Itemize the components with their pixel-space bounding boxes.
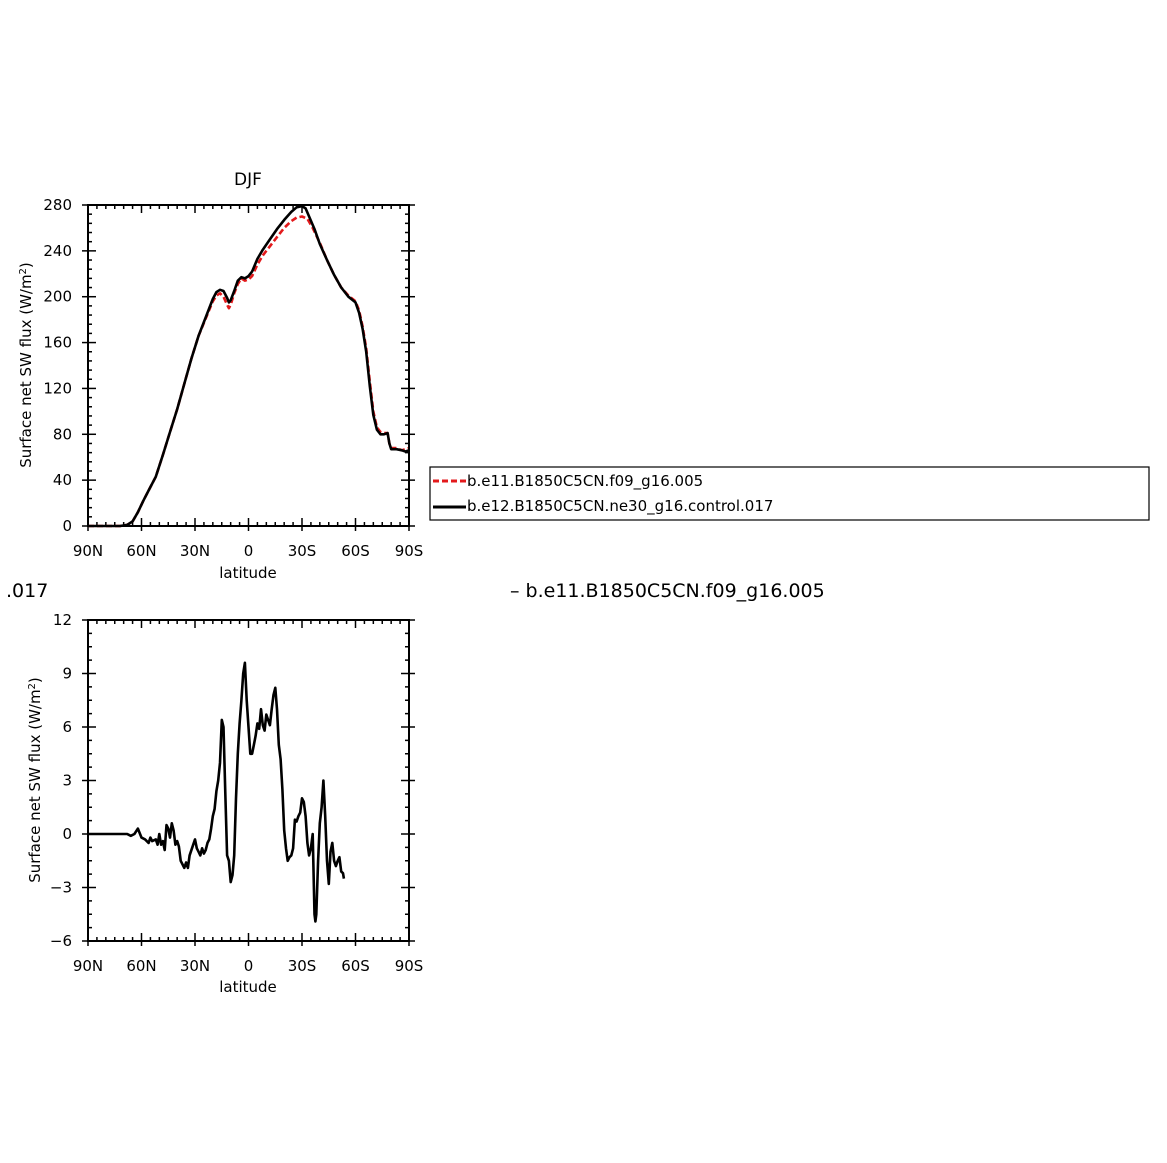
x-tick-label: 30S (288, 957, 317, 975)
x-tick-label: 60N (126, 542, 156, 560)
y-tick-label: 240 (43, 242, 72, 260)
y-tick-label: 0 (62, 517, 72, 535)
panel-top-xlabel: latitude (219, 564, 277, 582)
x-tick-label: 30N (180, 957, 210, 975)
legend: b.e11.B1850C5CN.f09_g16.005 b.e12.B1850C… (429, 466, 1150, 521)
series-line-1 (88, 661, 346, 923)
panel-bottom-tick-labels: 90N 60N 30N 0 30S 60S 90S −6 −3 0 3 6 9 12 (50, 611, 423, 975)
x-tick-label: 90S (395, 542, 424, 560)
x-tick-label: 60S (341, 957, 370, 975)
y-tick-label: 200 (43, 288, 72, 306)
panel-bottom-title-right: – b.e11.B1850C5CN.f09_g16.005 (510, 580, 825, 602)
panel-bottom-title-left: .017 (6, 580, 48, 602)
x-tick-label: 90N (73, 957, 103, 975)
y-tick-label: 280 (43, 196, 72, 214)
panel-top-ylabel: Surface net SW flux (W/m2) (17, 262, 35, 468)
panel-bottom-xlabel: latitude (219, 978, 277, 996)
panel-bottom-frame (87, 619, 410, 942)
x-tick-label: 30S (288, 542, 317, 560)
y-tick-label: −6 (50, 932, 72, 950)
y-tick-label: −3 (50, 879, 72, 897)
panel-bottom-series (88, 661, 346, 923)
panel-top-frame (87, 204, 410, 527)
panel-top-title: DJF (234, 170, 262, 190)
panel-top-tick-labels: 90N 60N 30N 0 30S 60S 90S 0 40 80 120 160 200 240 280 (43, 196, 423, 560)
panel-bottom-ticks (82, 619, 415, 946)
y-tick-label: 80 (53, 425, 72, 443)
x-tick-label: 60S (341, 542, 370, 560)
panel-top: DJF 90N 60N 30N 0 30S 60S 90S 0 40 80 120 160 200 240… (17, 170, 423, 582)
x-tick-label: 0 (244, 542, 254, 560)
x-tick-label: 0 (244, 957, 254, 975)
x-tick-label: 90N (73, 542, 103, 560)
series-line-1 (88, 215, 410, 528)
y-tick-label: 12 (53, 611, 72, 629)
x-tick-label: 30N (180, 542, 210, 560)
panel-top-ticks (82, 204, 415, 531)
legend-label-series-2: b.e12.B1850C5CN.ne30_g16.control.017 (467, 497, 773, 516)
legend-label-series-1: b.e11.B1850C5CN.f09_g16.005 (467, 472, 703, 491)
legend-box (429, 466, 1150, 521)
y-tick-label: 3 (62, 772, 72, 790)
y-tick-label: 120 (43, 379, 72, 397)
y-tick-label: 0 (62, 825, 72, 843)
y-tick-label: 160 (43, 334, 72, 352)
y-tick-label: 6 (62, 718, 72, 736)
panel-bottom-ylabel: Surface net SW flux (W/m2) (26, 677, 44, 883)
series-line-2 (88, 204, 410, 528)
x-tick-label: 60N (126, 957, 156, 975)
panel-bottom: 90N 60N 30N 0 30S 60S 90S −6 −3 0 3 6 9 12 latitude S… (26, 611, 423, 996)
x-tick-label: 90S (395, 957, 424, 975)
y-tick-label: 40 (53, 471, 72, 489)
panel-top-series (88, 204, 410, 528)
y-tick-label: 9 (62, 665, 72, 683)
